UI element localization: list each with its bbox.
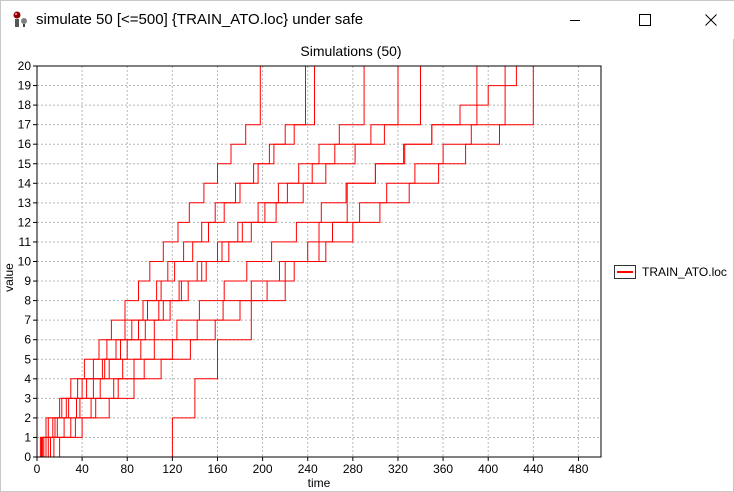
x-tick-label: 360 (433, 462, 453, 476)
y-tick-label: 13 (18, 196, 32, 210)
legend-swatch (614, 265, 636, 279)
series-traces (37, 65, 601, 458)
y-tick-label: 11 (19, 235, 32, 249)
x-axis-label: time (308, 476, 331, 490)
y-tick-label: 6 (24, 333, 31, 347)
y-tick-label: 7 (24, 313, 31, 327)
uppaal-app-icon (11, 10, 29, 28)
window-title: simulate 50 [<=500] {TRAIN_ATO.loc} unde… (36, 11, 364, 28)
y-tick-label: 16 (18, 137, 32, 151)
y-tick-label: 19 (18, 79, 32, 93)
y-tick-label: 12 (18, 215, 32, 229)
x-axis-ticks: 0 40 80 120 160 200 240 280 320 360 400 440 480 (34, 457, 589, 476)
y-tick-label: 2 (24, 411, 31, 425)
y-tick-label: 0 (24, 450, 31, 464)
y-tick-label: 14 (18, 176, 32, 190)
legend-label: TRAIN_ATO.loc (642, 265, 727, 279)
close-icon (705, 14, 717, 26)
x-tick-label: 120 (162, 462, 182, 476)
y-axis-label: value (2, 263, 16, 292)
y-tick-label: 8 (24, 294, 31, 308)
y-tick-label: 1 (24, 430, 31, 444)
y-tick-label: 3 (24, 391, 31, 405)
x-tick-label: 480 (568, 462, 588, 476)
simulation-run-line (37, 65, 601, 458)
y-tick-label: 17 (18, 118, 32, 132)
y-tick-label: 5 (24, 352, 31, 366)
x-tick-label: 240 (298, 462, 318, 476)
x-tick-label: 40 (75, 462, 89, 476)
x-tick-label: 80 (121, 462, 135, 476)
maximize-icon (639, 14, 651, 26)
x-tick-label: 400 (478, 462, 498, 476)
x-tick-label: 160 (207, 462, 227, 476)
maximize-button[interactable] (622, 1, 668, 39)
chart-title: Simulations (50) (300, 43, 401, 59)
x-tick-label: 200 (253, 462, 273, 476)
y-tick-label: 20 (18, 59, 32, 73)
y-tick-label: 18 (18, 98, 32, 112)
title-bar[interactable]: simulate 50 [<=500] {TRAIN_ATO.loc} unde… (1, 1, 734, 39)
chart-legend: TRAIN_ATO.loc (614, 265, 727, 279)
y-tick-label: 9 (24, 274, 31, 288)
simulation-run-line (37, 65, 601, 458)
simulation-chart: Simulations (50) 0 40 80 120 160 200 240 280 320… (2, 43, 602, 490)
x-tick-label: 280 (343, 462, 363, 476)
chart-area: Simulations (50) 0 40 80 120 160 200 240 280 320… (1, 39, 734, 492)
close-button[interactable] (688, 1, 734, 39)
x-tick-label: 320 (388, 462, 408, 476)
simulation-run-line (37, 65, 601, 458)
x-tick-label: 440 (523, 462, 543, 476)
y-tick-label: 4 (24, 372, 31, 386)
minimize-icon (569, 14, 581, 26)
y-tick-label: 15 (18, 157, 32, 171)
x-tick-label: 0 (34, 462, 41, 476)
y-tick-label: 10 (18, 255, 32, 269)
minimize-button[interactable] (552, 1, 598, 39)
